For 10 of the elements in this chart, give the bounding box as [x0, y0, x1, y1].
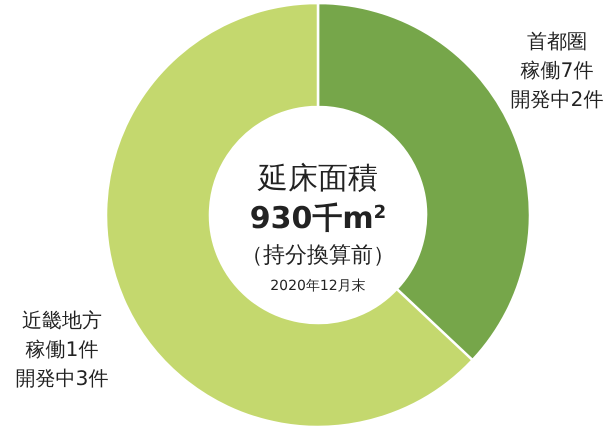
text: 930千m$^{2}$ [250, 201, 386, 236]
slice-label: 首都圏 [527, 29, 587, 53]
text: （持分換算前） [241, 243, 395, 268]
text: 開発中3件 [16, 366, 108, 390]
slice-label: 近畿地方 [22, 308, 102, 332]
text: 稼働7件 [520, 58, 594, 82]
text: 稼働1件 [26, 337, 98, 361]
text: 開発中2件 [510, 87, 604, 111]
text: 延床面積 [257, 161, 378, 196]
text: 2020年12月末 [270, 278, 366, 294]
